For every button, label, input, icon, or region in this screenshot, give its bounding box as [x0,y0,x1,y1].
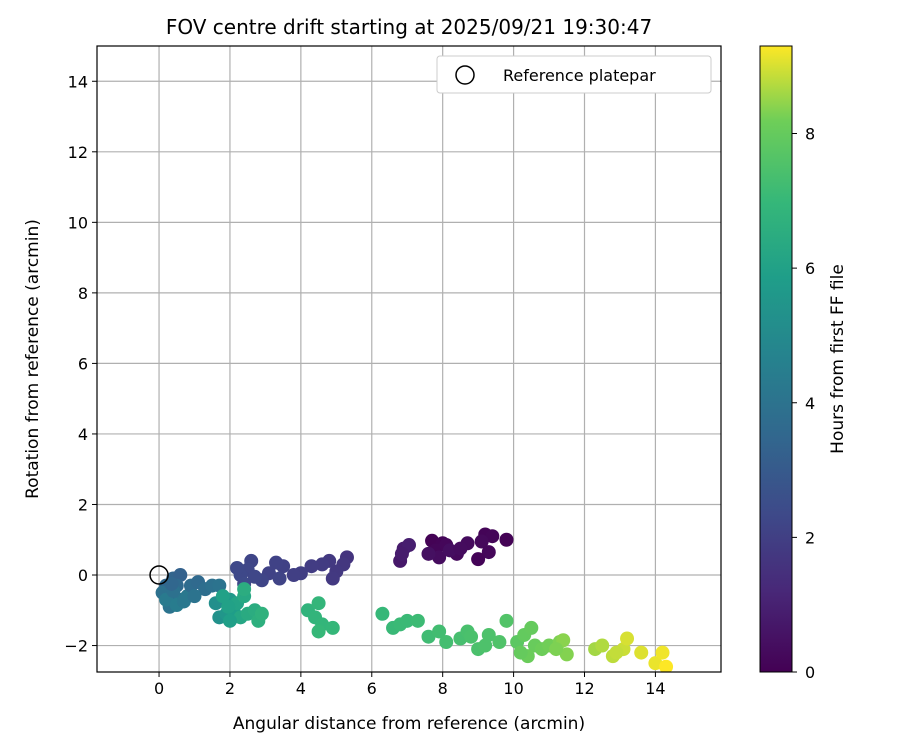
x-tick-label: 2 [225,679,235,698]
data-point [559,647,574,662]
data-point [325,620,340,635]
colorbar-gradient [759,45,793,673]
data-point [524,620,539,635]
data-point [609,645,624,660]
x-axis: 0 2 4 6 8 10 12 14 [154,672,666,698]
data-point [221,599,236,614]
x-tick-label: 8 [438,679,448,698]
data-point [595,638,610,653]
data-point [499,613,514,628]
data-point [432,624,447,639]
data-point [222,613,237,628]
x-tick-label: 12 [574,679,594,698]
data-point [513,645,528,660]
data-point [481,545,496,560]
y-tick-label: 4 [78,425,88,444]
data-point [272,571,287,586]
data-point [474,534,489,549]
data-point [648,656,663,671]
data-point [394,546,409,561]
data-point [464,629,479,644]
data-point [311,596,326,611]
reference-layer [149,565,169,585]
legend-label: Reference platepar [503,66,656,85]
data-point [173,568,188,583]
y-tick-label: 0 [78,566,88,585]
data-point [485,529,500,544]
x-tick-label: 14 [645,679,665,698]
colorbar-tick-label: 2 [805,528,815,547]
x-tick-label: 10 [503,679,523,698]
data-point [164,576,179,591]
data-point [212,578,227,593]
data-point [237,582,252,597]
data-point [478,638,493,653]
colorbar-label: Hours from first FF file [828,264,848,454]
data-point [655,645,670,660]
data-point [286,568,301,583]
y-tick-label: 14 [68,72,88,91]
data-point [400,613,415,628]
data-points [155,527,674,672]
data-point [471,552,486,567]
x-tick-label: 6 [367,679,377,698]
data-point [634,645,649,660]
data-point [481,627,496,642]
y-tick-label: 8 [78,284,88,303]
data-point [269,555,284,570]
data-point [453,541,468,556]
data-point [247,569,262,584]
data-point [230,560,245,575]
data-point [375,606,390,621]
data-point [620,631,635,646]
grid [97,46,721,672]
x-tick-label: 0 [154,679,164,698]
y-tick-label: 10 [68,213,88,232]
legend: Reference platepar [436,55,712,94]
y-tick-label: −2 [64,637,88,656]
plot-frame [96,45,722,673]
data-point [442,543,457,558]
colorbar-tick-label: 0 [805,663,815,682]
data-point [311,624,326,639]
data-point [215,589,230,604]
data-point [325,571,340,586]
reference-marker [149,565,169,585]
colorbar-tick-label: 6 [805,259,815,278]
colorbar: 0 2 4 6 8 Hours from first FF file [759,45,848,682]
data-point [439,635,454,650]
y-axis: −2 0 2 4 6 8 10 12 14 [64,72,97,656]
data-point [410,613,425,628]
legend-marker-icon [455,65,475,85]
chart-title: FOV centre drift starting at 2025/09/21 … [166,15,652,39]
data-point [304,559,319,574]
y-tick-label: 2 [78,495,88,514]
legend-box [436,55,712,94]
y-axis-label: Rotation from reference (arcmin) [23,219,43,499]
colorbar-ticks: 0 2 4 6 8 [792,125,815,682]
data-point [421,546,436,561]
data-point [176,594,191,609]
y-tick-label: 12 [68,143,88,162]
data-point [421,629,436,644]
data-point [315,557,330,572]
colorbar-tick-label: 4 [805,394,815,413]
data-point [492,635,507,650]
data-point [187,589,202,604]
colorbar-tick-label: 8 [805,125,815,144]
data-point [499,532,514,547]
data-point [432,550,447,565]
x-tick-label: 4 [296,679,306,698]
y-tick-label: 6 [78,354,88,373]
x-axis-label: Angular distance from reference (arcmin) [233,714,585,734]
data-point [549,642,564,657]
data-point [659,659,674,672]
data-point [254,606,269,621]
